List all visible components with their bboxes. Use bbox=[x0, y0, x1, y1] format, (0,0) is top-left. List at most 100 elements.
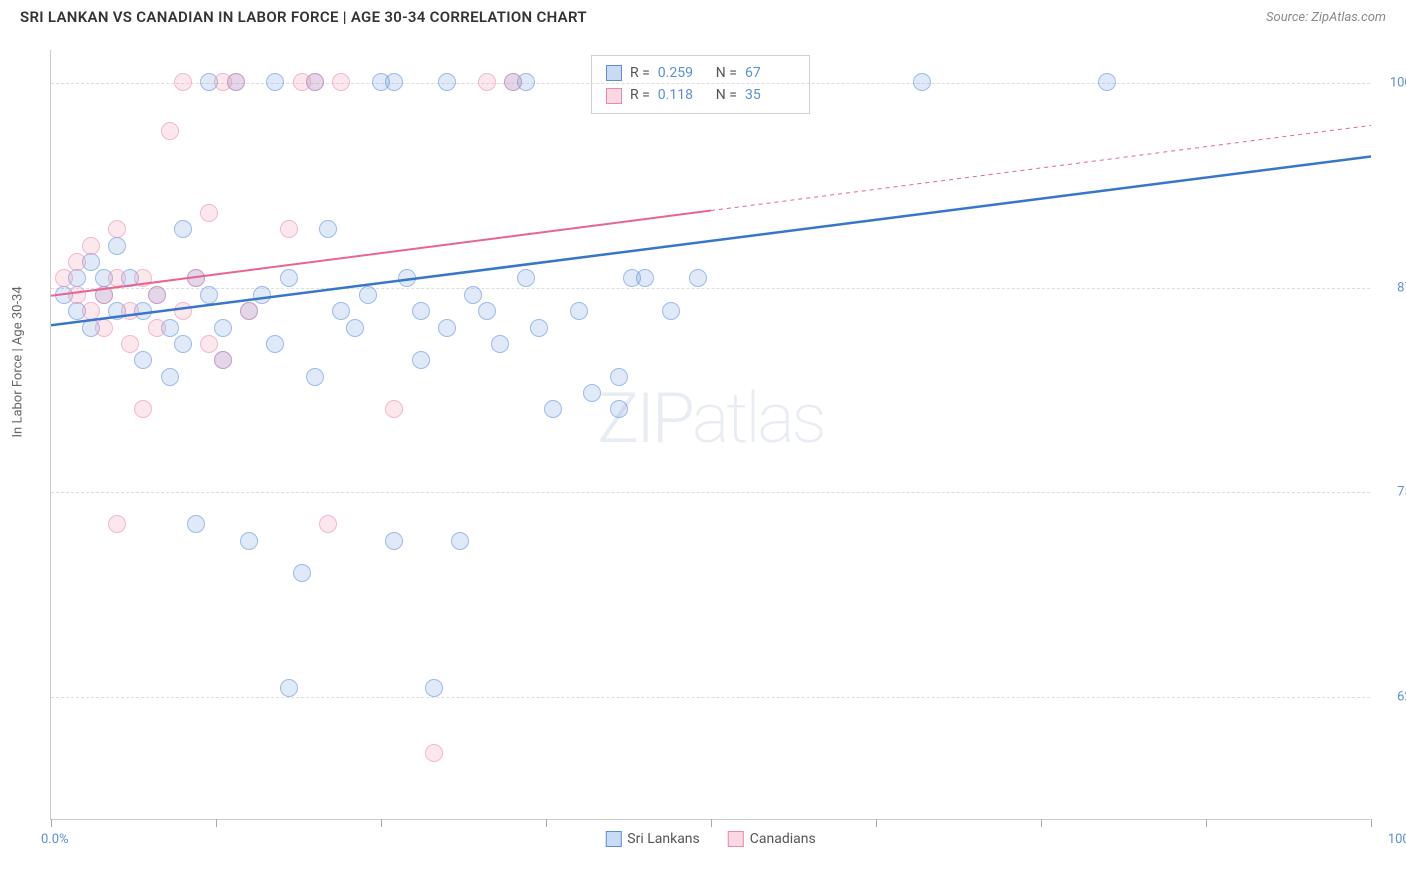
scatter-point bbox=[425, 744, 443, 762]
scatter-point bbox=[200, 204, 218, 222]
scatter-point bbox=[398, 269, 416, 287]
scatter-point bbox=[240, 302, 258, 320]
scatter-point bbox=[610, 400, 628, 418]
y-tick-label: 62.5% bbox=[1397, 690, 1406, 705]
scatter-point bbox=[332, 73, 350, 91]
scatter-point bbox=[200, 286, 218, 304]
chart-plot-area: ZIPatlas R = 0.259 N = 67 R = 0.118 N = … bbox=[50, 50, 1370, 820]
x-axis-label-min: 0.0% bbox=[41, 832, 69, 847]
scatter-point bbox=[913, 73, 931, 91]
legend-swatch-canadians bbox=[728, 831, 744, 847]
watermark: ZIPatlas bbox=[597, 378, 823, 460]
scatter-point bbox=[95, 319, 113, 337]
n-label: N = bbox=[716, 62, 737, 84]
scatter-point bbox=[583, 384, 601, 402]
swatch-canadians bbox=[606, 88, 622, 104]
scatter-point bbox=[544, 400, 562, 418]
scatter-point bbox=[227, 73, 245, 91]
scatter-point bbox=[108, 515, 126, 533]
scatter-point bbox=[108, 269, 126, 287]
scatter-point bbox=[266, 73, 284, 91]
scatter-point bbox=[346, 319, 364, 337]
scatter-point bbox=[148, 319, 166, 337]
y-axis-label: In Labor Force | Age 30-34 bbox=[11, 286, 26, 437]
scatter-point bbox=[174, 302, 192, 320]
scatter-point bbox=[451, 532, 469, 550]
swatch-srilankans bbox=[606, 65, 622, 81]
scatter-point bbox=[385, 532, 403, 550]
scatter-point bbox=[359, 286, 377, 304]
n-label: N = bbox=[716, 84, 737, 106]
scatter-point bbox=[438, 319, 456, 337]
x-tick bbox=[546, 819, 547, 827]
scatter-point bbox=[121, 302, 139, 320]
r-value-srilankans: 0.259 bbox=[658, 62, 708, 84]
gridline bbox=[51, 288, 1370, 289]
scatter-point bbox=[82, 302, 100, 320]
scatter-point bbox=[280, 679, 298, 697]
source-attribution: Source: ZipAtlas.com bbox=[1266, 10, 1386, 25]
trend-line bbox=[711, 125, 1371, 210]
scatter-point bbox=[108, 220, 126, 238]
scatter-point bbox=[385, 400, 403, 418]
legend-item-canadians: Canadians bbox=[728, 831, 816, 847]
scatter-point bbox=[134, 351, 152, 369]
x-tick bbox=[381, 819, 382, 827]
scatter-point bbox=[478, 302, 496, 320]
scatter-point bbox=[306, 73, 324, 91]
scatter-point bbox=[478, 73, 496, 91]
scatter-point bbox=[68, 253, 86, 271]
scatter-point bbox=[319, 515, 337, 533]
scatter-point bbox=[570, 302, 588, 320]
scatter-point bbox=[108, 237, 126, 255]
scatter-point bbox=[55, 269, 73, 287]
gridline bbox=[51, 492, 1370, 493]
scatter-point bbox=[610, 368, 628, 386]
scatter-point bbox=[266, 335, 284, 353]
scatter-point bbox=[214, 319, 232, 337]
scatter-point bbox=[504, 73, 522, 91]
x-tick bbox=[216, 819, 217, 827]
r-label: R = bbox=[630, 62, 650, 84]
scatter-point bbox=[491, 335, 509, 353]
scatter-point bbox=[689, 269, 707, 287]
scatter-point bbox=[1098, 73, 1116, 91]
scatter-point bbox=[412, 302, 430, 320]
stats-row-srilankans: R = 0.259 N = 67 bbox=[606, 62, 795, 84]
scatter-point bbox=[121, 335, 139, 353]
scatter-point bbox=[385, 73, 403, 91]
scatter-point bbox=[187, 269, 205, 287]
scatter-point bbox=[253, 286, 271, 304]
chart-title: SRI LANKAN VS CANADIAN IN LABOR FORCE | … bbox=[20, 8, 587, 26]
stats-legend-box: R = 0.259 N = 67 R = 0.118 N = 35 bbox=[591, 55, 810, 114]
scatter-point bbox=[517, 269, 535, 287]
scatter-point bbox=[174, 335, 192, 353]
scatter-point bbox=[293, 564, 311, 582]
trendlines-svg bbox=[51, 50, 1371, 820]
n-value-canadians: 35 bbox=[745, 84, 795, 106]
scatter-point bbox=[161, 368, 179, 386]
y-tick-label: 75.0% bbox=[1397, 485, 1406, 500]
scatter-point bbox=[332, 302, 350, 320]
legend-label-canadians: Canadians bbox=[750, 831, 816, 847]
scatter-point bbox=[95, 286, 113, 304]
scatter-point bbox=[148, 286, 166, 304]
r-value-canadians: 0.118 bbox=[658, 84, 708, 106]
scatter-point bbox=[438, 73, 456, 91]
gridline bbox=[51, 83, 1370, 84]
r-label: R = bbox=[630, 84, 650, 106]
scatter-point bbox=[82, 237, 100, 255]
x-tick bbox=[1371, 819, 1372, 827]
bottom-legend: Sri Lankans Canadians bbox=[605, 831, 815, 847]
scatter-point bbox=[161, 122, 179, 140]
gridline bbox=[51, 697, 1370, 698]
scatter-point bbox=[200, 335, 218, 353]
scatter-point bbox=[240, 532, 258, 550]
scatter-point bbox=[530, 319, 548, 337]
scatter-point bbox=[187, 515, 205, 533]
n-value-srilankans: 67 bbox=[745, 62, 795, 84]
x-tick bbox=[51, 819, 52, 827]
scatter-point bbox=[174, 73, 192, 91]
legend-item-srilankans: Sri Lankans bbox=[605, 831, 700, 847]
scatter-point bbox=[214, 351, 232, 369]
